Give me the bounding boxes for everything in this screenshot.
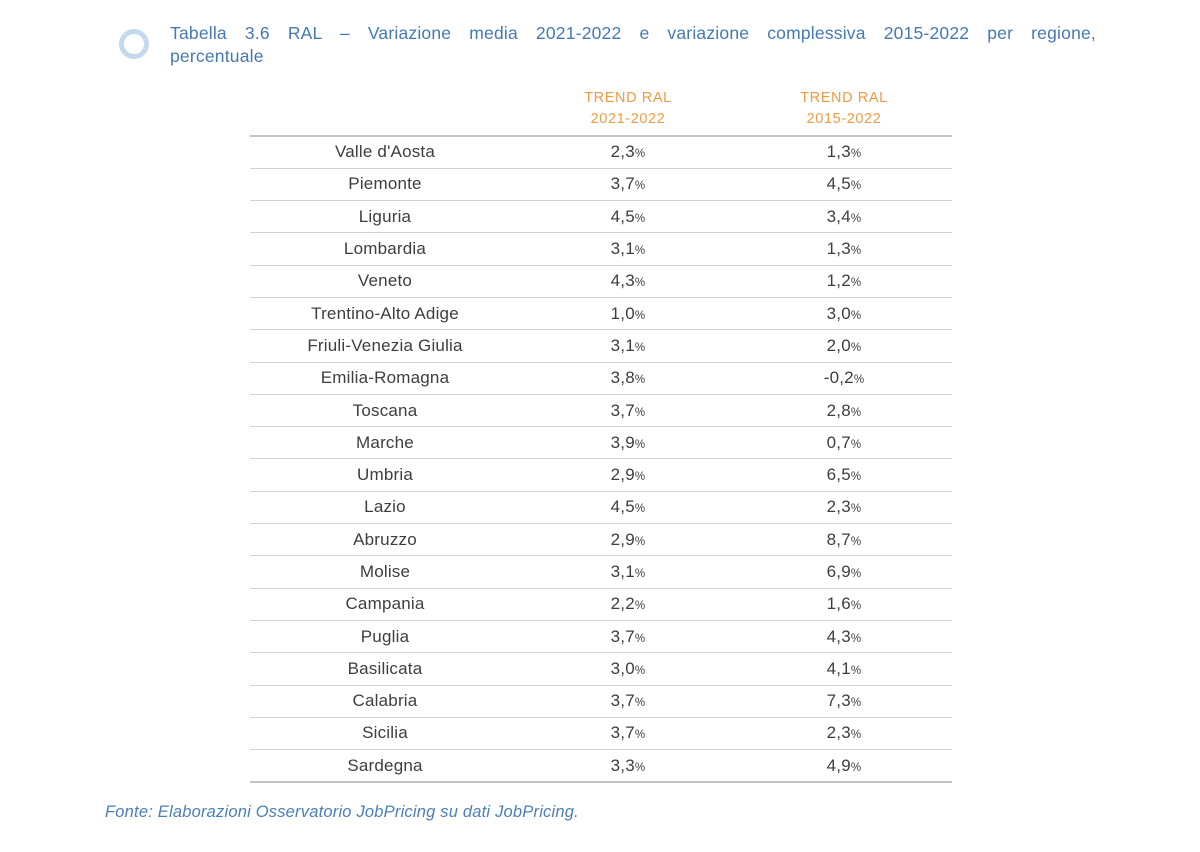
trend-2021-2022-cell: 3,7% bbox=[610, 400, 646, 420]
table-row: Lazio 4,5% 2,3% bbox=[250, 491, 952, 524]
trend-2021-2022-cell: 1,0% bbox=[610, 303, 646, 323]
trend-2015-2022-cell: 3,4% bbox=[826, 206, 862, 226]
table-row: Friuli-Venezia Giulia 3,1% 2,0% bbox=[250, 330, 952, 363]
region-cell: Friuli-Venezia Giulia bbox=[307, 335, 463, 355]
region-cell: Liguria bbox=[358, 206, 412, 226]
col-header-line2: 2021-2022 bbox=[590, 111, 666, 127]
col-header-trend-2015-2022: TREND RAL 2015-2022 bbox=[736, 86, 952, 136]
trend-2015-2022-cell: 1,2% bbox=[826, 271, 862, 291]
region-cell: Abruzzo bbox=[353, 529, 417, 549]
trend-2015-2022-cell: 2,3% bbox=[826, 723, 862, 743]
trend-2021-2022-cell: 3,3% bbox=[610, 755, 646, 775]
region-cell: Trentino-Alto Adige bbox=[311, 303, 459, 323]
trend-2021-2022-cell: 2,9% bbox=[610, 529, 646, 549]
table-row: Veneto 4,3% 1,2% bbox=[250, 265, 952, 298]
region-cell: Emilia-Romagna bbox=[320, 368, 450, 388]
trend-2021-2022-cell: 3,7% bbox=[610, 723, 646, 743]
table-row: Valle d'Aosta 2,3% 1,3% bbox=[250, 136, 952, 169]
trend-2021-2022-cell: 2,9% bbox=[610, 465, 646, 485]
region-cell: Valle d'Aosta bbox=[334, 142, 436, 162]
trend-2021-2022-cell: 3,1% bbox=[610, 335, 646, 355]
table-row: Calabria 3,7% 7,3% bbox=[250, 685, 952, 718]
trend-2021-2022-cell: 3,9% bbox=[610, 432, 646, 452]
trend-2021-2022-cell: 4,5% bbox=[610, 206, 646, 226]
table-row: Piemonte 3,7% 4,5% bbox=[250, 168, 952, 201]
trend-2015-2022-cell: 6,5% bbox=[826, 465, 862, 485]
table-body: Valle d'Aosta 2,3% 1,3% Piemonte 3,7% 4,5% Lig… bbox=[250, 136, 952, 782]
trend-2015-2022-cell: 4,1% bbox=[826, 658, 862, 678]
region-cell: Basilicata bbox=[347, 658, 423, 678]
region-cell: Marche bbox=[356, 432, 414, 452]
region-cell: Sicilia bbox=[362, 723, 408, 743]
trend-2015-2022-cell: 4,9% bbox=[826, 755, 862, 775]
trend-2021-2022-cell: 3,8% bbox=[610, 368, 646, 388]
table-row: Umbria 2,9% 6,5% bbox=[250, 459, 952, 492]
table-row: Marche 3,9% 0,7% bbox=[250, 427, 952, 459]
table-title-line1: Tabella 3.6 RAL – Variazione media 2021-… bbox=[170, 23, 1096, 43]
trend-2021-2022-cell: 3,7% bbox=[610, 174, 646, 194]
region-cell: Toscana bbox=[352, 400, 418, 420]
header-row: TREND RAL 2021-2022 TREND RAL 2015-2022 bbox=[250, 86, 952, 136]
trend-2015-2022-cell: 6,9% bbox=[826, 562, 862, 581]
col-header-trend-2021-2022: TREND RAL 2021-2022 bbox=[520, 86, 736, 136]
trend-2015-2022-cell: 7,3% bbox=[826, 691, 862, 711]
trend-2015-2022-cell: 4,5% bbox=[826, 174, 862, 194]
region-cell: Calabria bbox=[352, 691, 418, 711]
trend-2015-2022-cell: 4,3% bbox=[826, 626, 862, 646]
table-row: Liguria 4,5% 3,4% bbox=[250, 201, 952, 233]
table-row: Basilicata 3,0% 4,1% bbox=[250, 653, 952, 686]
table-title-line2: percentuale bbox=[170, 46, 264, 66]
col-header-line2: 2015-2022 bbox=[806, 111, 882, 127]
trend-2015-2022-cell: 1,6% bbox=[826, 594, 862, 614]
region-cell: Lombardia bbox=[343, 239, 427, 259]
table-header: TREND RAL 2021-2022 TREND RAL 2015-2022 bbox=[250, 86, 952, 136]
trend-2015-2022-cell: 1,3% bbox=[826, 239, 862, 259]
trend-2021-2022-cell: 3,1% bbox=[610, 562, 646, 581]
trend-2015-2022-cell: 2,3% bbox=[826, 497, 862, 517]
region-cell: Molise bbox=[359, 562, 411, 581]
empty-header-cell bbox=[250, 86, 520, 136]
col-header-line1: TREND RAL bbox=[584, 90, 672, 106]
trend-2015-2022-cell: 2,0% bbox=[826, 335, 862, 355]
trend-2015-2022-cell: 1,3% bbox=[826, 142, 862, 162]
trend-2021-2022-cell: 2,3% bbox=[610, 142, 646, 162]
trend-2021-2022-cell: 3,0% bbox=[610, 658, 646, 678]
table-row: Emilia-Romagna 3,8% -0,2% bbox=[250, 362, 952, 395]
col-header-line1: TREND RAL bbox=[800, 90, 888, 106]
region-cell: Campania bbox=[345, 594, 425, 614]
table-row: Molise 3,1% 6,9% bbox=[250, 556, 952, 589]
bullet-ring-icon bbox=[119, 29, 149, 59]
trend-2021-2022-cell: 2,2% bbox=[610, 594, 646, 614]
region-cell: Veneto bbox=[357, 271, 413, 291]
trend-2015-2022-cell: -0,2% bbox=[823, 368, 865, 388]
table-row: Abruzzo 2,9% 8,7% bbox=[250, 524, 952, 556]
region-cell: Piemonte bbox=[348, 174, 422, 194]
trend-2021-2022-cell: 3,7% bbox=[610, 626, 646, 646]
table-title: Tabella 3.6 RAL – Variazione media 2021-… bbox=[170, 22, 1096, 68]
trend-2021-2022-cell: 4,5% bbox=[610, 497, 646, 517]
region-cell: Umbria bbox=[357, 465, 413, 485]
region-cell: Sardegna bbox=[347, 755, 423, 775]
regional-trend-table: TREND RAL 2021-2022 TREND RAL 2015-2022 … bbox=[250, 86, 952, 783]
table-row: Trentino-Alto Adige 1,0% 3,0% bbox=[250, 297, 952, 330]
trend-2021-2022-cell: 3,1% bbox=[610, 239, 646, 259]
table-row: Sardegna 3,3% 4,9% bbox=[250, 750, 952, 782]
table-row: Puglia 3,7% 4,3% bbox=[250, 620, 952, 653]
trend-2021-2022-cell: 4,3% bbox=[610, 271, 646, 291]
trend-2015-2022-cell: 0,7% bbox=[826, 432, 862, 452]
table-row: Campania 2,2% 1,6% bbox=[250, 588, 952, 621]
source-note: Fonte: Elaborazioni Osservatorio JobPric… bbox=[105, 803, 579, 821]
trend-2021-2022-cell: 3,7% bbox=[610, 691, 646, 711]
trend-2015-2022-cell: 8,7% bbox=[826, 529, 862, 549]
table-row: Lombardia 3,1% 1,3% bbox=[250, 233, 952, 266]
table-row: Toscana 3,7% 2,8% bbox=[250, 394, 952, 427]
region-cell: Puglia bbox=[360, 626, 410, 646]
table-container: TREND RAL 2021-2022 TREND RAL 2015-2022 … bbox=[250, 86, 952, 783]
trend-2015-2022-cell: 2,8% bbox=[826, 400, 862, 420]
region-cell: Lazio bbox=[364, 497, 406, 517]
trend-2015-2022-cell: 3,0% bbox=[826, 303, 862, 323]
table-row: Sicilia 3,7% 2,3% bbox=[250, 717, 952, 750]
